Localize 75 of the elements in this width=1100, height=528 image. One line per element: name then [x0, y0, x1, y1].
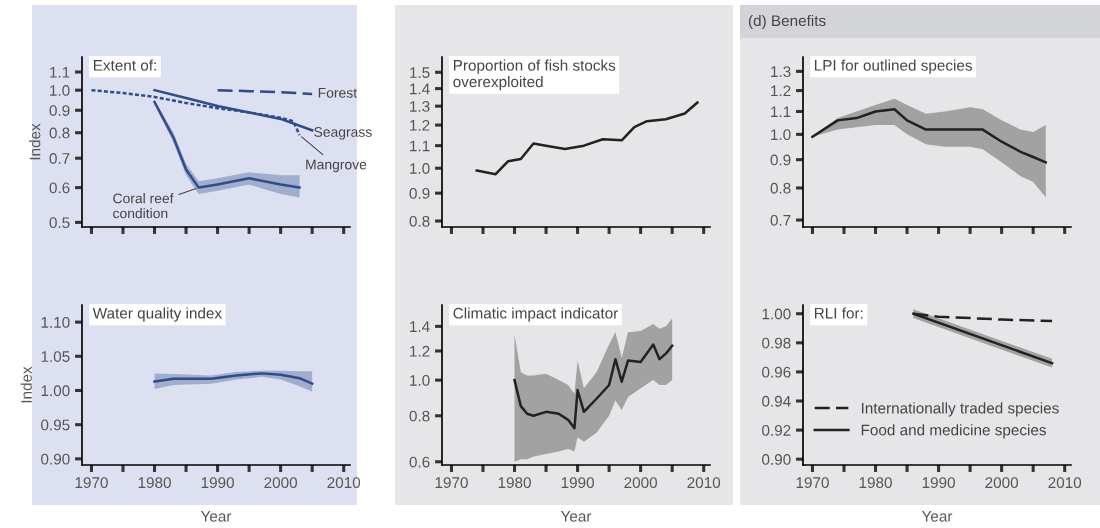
- y-tick-label: 0.8: [770, 182, 791, 194]
- x-tick-label: 2000: [985, 477, 1019, 489]
- x-tick-label: 1970: [435, 477, 468, 489]
- y-tick-label: 1.00: [762, 308, 791, 320]
- legend-label: Internationally traded species: [861, 402, 1059, 417]
- y-tick-label: 0.8: [409, 410, 430, 422]
- series-label: Coral reef condition: [113, 193, 174, 219]
- y-tick-label: 1.2: [410, 119, 430, 131]
- x-tick-label: 1970: [75, 477, 108, 489]
- y-tick-label: 0.9: [409, 188, 430, 199]
- y-tick-label: 0.9: [770, 154, 791, 166]
- y-tick-label: 0.5: [49, 217, 70, 229]
- y-tick-label: 1.2: [771, 85, 791, 97]
- y-tick-label: 0.92: [762, 424, 791, 436]
- x-tick-label: 1990: [561, 477, 594, 489]
- y-tick-label: 1.1: [771, 106, 791, 118]
- x-tick-label: 1980: [138, 477, 171, 489]
- y-tick-label: 1.00: [41, 385, 70, 397]
- y-tick-label: 0.98: [762, 337, 791, 349]
- y-tick-label: 0.96: [762, 366, 791, 378]
- y-axis-title: Index: [20, 366, 32, 403]
- chart-subtitle: LPI for outlined species: [814, 59, 972, 74]
- chart-title: Climatic impact indicator: [453, 307, 619, 322]
- y-tick-label: 0.94: [762, 395, 791, 407]
- y-tick-label: 1.4: [410, 321, 430, 332]
- y-tick-label: 1.0: [410, 374, 430, 386]
- chart-title: RLI for:: [814, 307, 863, 319]
- y-tick-label: 1.1: [50, 67, 70, 78]
- x-tick-label: 1980: [498, 477, 531, 489]
- y-tick-label: 1.4: [410, 83, 430, 95]
- chart-title: Extent of:: [93, 59, 156, 71]
- y-tick-label: 0.90: [41, 453, 70, 465]
- y-tick-label: 1.10: [41, 316, 70, 328]
- y-tick-label: 1.3: [771, 66, 791, 78]
- line-series: [475, 101, 699, 176]
- y-tick-label: 0.7: [770, 214, 791, 226]
- x-tick-label: 2010: [327, 477, 361, 489]
- y-tick-label: 1.0: [771, 129, 791, 141]
- series-label: Seagrass: [314, 127, 372, 140]
- x-axis-title: Year: [560, 511, 592, 522]
- series-label: Forest: [318, 88, 357, 98]
- y-tick-label: 1.0: [410, 163, 430, 174]
- y-tick-label: 0.9: [49, 105, 70, 116]
- line-series: [153, 372, 314, 385]
- y-tick-label: 0.6: [409, 456, 430, 468]
- y-tick-label: 0.8: [409, 215, 430, 227]
- line-series: [513, 343, 674, 430]
- x-axis-title: Year: [921, 511, 953, 522]
- chart-title: Water quality index: [92, 307, 222, 322]
- x-tick-label: 2010: [1048, 477, 1082, 489]
- y-tick-label: 0.8: [49, 127, 70, 139]
- series-label: Mangrove: [306, 159, 367, 173]
- x-tick-label: 1980: [859, 477, 892, 489]
- legend-label: Food and medicine species: [861, 424, 1046, 439]
- y-tick-label: 0.7: [49, 153, 70, 164]
- x-axis-title: Year: [200, 511, 232, 522]
- y-tick-label: 1.5: [410, 67, 430, 78]
- y-tick-label: 1.2: [410, 345, 430, 357]
- y-tick-label: 0.95: [41, 419, 70, 431]
- y-tick-label: 1.3: [410, 101, 430, 112]
- x-tick-label: 1990: [201, 477, 234, 489]
- y-tick-label: 1.0: [50, 85, 70, 96]
- y-tick-label: 1.1: [410, 140, 430, 152]
- y-tick-label: 1.05: [41, 351, 70, 362]
- line-series: [811, 108, 1048, 164]
- y-tick-label: 0.90: [762, 454, 791, 465]
- x-tick-label: 2000: [264, 477, 298, 489]
- text: Proportion of fish stocks overexploited: [453, 59, 616, 91]
- x-tick-label: 2000: [624, 477, 658, 489]
- x-tick-label: 2010: [687, 477, 721, 489]
- chart-title: (d) Benefits: [748, 14, 826, 30]
- y-tick-label: 0.6: [49, 182, 70, 194]
- x-tick-label: 1970: [796, 477, 829, 489]
- x-tick-label: 1990: [922, 477, 955, 489]
- y-axis-title: Index: [29, 123, 41, 160]
